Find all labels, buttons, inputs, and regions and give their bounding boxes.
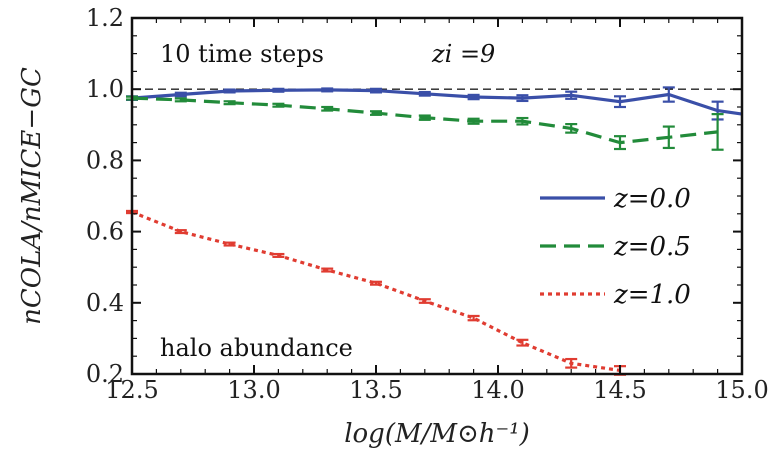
x-tick-label: 12.5 [105, 376, 158, 404]
y-tick-label: 1.0 [86, 75, 124, 103]
legend: z=0.0 z=0.5 z=1.0 [540, 184, 691, 310]
series-0 [126, 86, 743, 121]
annotation-time-steps: 10 time steps [160, 40, 324, 68]
x-tick-label: 13.5 [349, 376, 402, 404]
x-tick-label: 14.5 [593, 376, 646, 404]
x-axis-label: log(M/M⊙h⁻¹) [344, 419, 530, 449]
legend-label-z05: z=0.5 [613, 232, 691, 262]
x-tick-label: 15.0 [715, 376, 768, 404]
series-1 [126, 95, 724, 151]
series-2 [126, 209, 626, 376]
series-line [131, 88, 743, 116]
y-tick-label: 0.2 [86, 360, 124, 388]
y-tick-label: 0.4 [86, 289, 124, 317]
annotation-initial-redshift: zi =9 [431, 40, 495, 68]
legend-label-z1: z=1.0 [613, 280, 691, 310]
y-tick-label: 0.8 [86, 146, 124, 174]
series-layer [126, 86, 743, 376]
x-tick-label: 14.0 [471, 376, 524, 404]
x-tick-label: 13.0 [227, 376, 280, 404]
legend-label-z0: z=0.0 [613, 184, 691, 214]
ticks-layer: 12.5 13.0 13.5 14.0 14.5 15.0 0.2 0.4 0.6 0.8 1.0 1… [86, 4, 769, 404]
y-axis-label: nCOLA/nMICE−GC [17, 67, 47, 325]
annotation-halo-abundance: halo abundance [160, 334, 353, 362]
y-tick-label: 0.6 [86, 218, 124, 246]
y-tick-label: 1.2 [86, 4, 124, 32]
